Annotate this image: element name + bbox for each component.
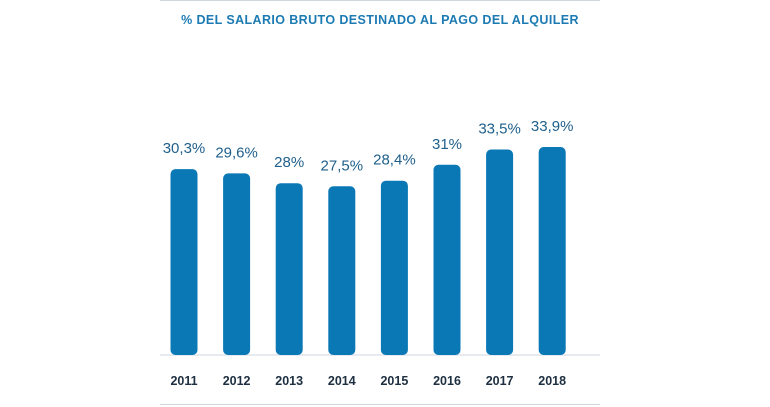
x-tick-label-2014: 2014 — [328, 374, 356, 388]
x-tick-label-2018: 2018 — [538, 374, 566, 388]
x-tick-label-2011: 2011 — [170, 374, 197, 388]
x-tick-label-2017: 2017 — [486, 374, 514, 388]
bar-2017 — [486, 149, 514, 355]
bar-2013 — [275, 183, 303, 355]
value-label-2018: 33,9% — [531, 118, 574, 135]
value-label-2017: 33,5% — [478, 121, 521, 138]
value-label-2015: 28,4% — [373, 152, 416, 169]
bar-2014 — [328, 186, 356, 355]
value-label-2012: 29,6% — [215, 144, 258, 161]
bars-layer — [170, 147, 566, 355]
tick-labels-layer: 2011 2012 2013 2014 2015 2016 2017 2018 — [170, 374, 566, 388]
bar-2018 — [538, 147, 566, 355]
bar-2016 — [433, 164, 461, 355]
x-tick-label-2013: 2013 — [275, 374, 303, 388]
bottom-frame-line — [160, 404, 600, 405]
x-tick-label-2012: 2012 — [223, 374, 251, 388]
value-labels-layer: 30,3% 29,6% 28% 27,5% 28,4% 31% 33,5% 33,9% — [163, 118, 574, 174]
x-tick-label-2015: 2015 — [380, 374, 408, 388]
top-frame-line — [160, 0, 600, 1]
value-label-2016: 31% — [432, 136, 462, 153]
bar-2011 — [170, 169, 198, 355]
bar-2015 — [380, 180, 408, 355]
value-label-2013: 28% — [274, 154, 304, 171]
bar-2012 — [223, 173, 251, 355]
value-label-2014: 27,5% — [321, 157, 364, 174]
chart-title: % DEL SALARIO BRUTO DESTINADO AL PAGO DE… — [181, 13, 579, 27]
x-tick-label-2016: 2016 — [433, 374, 461, 388]
value-label-2011: 30,3% — [163, 140, 206, 157]
